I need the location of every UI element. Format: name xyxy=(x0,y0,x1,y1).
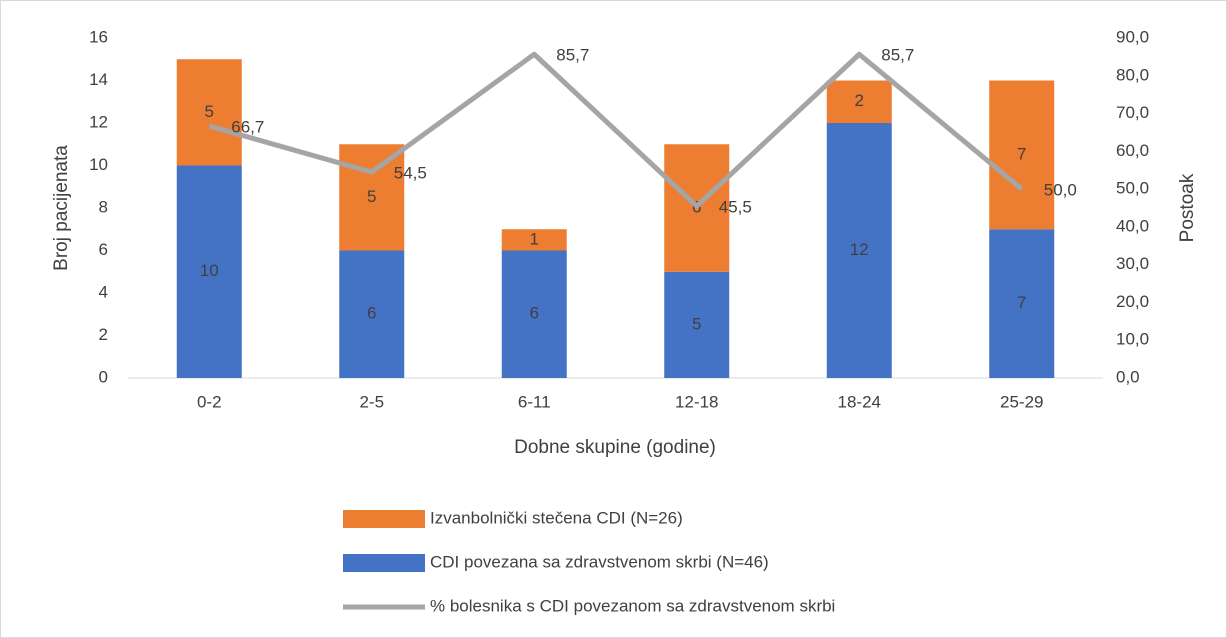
x-tick-label: 0-2 xyxy=(197,392,222,411)
y-tick-label: 10 xyxy=(89,155,108,174)
data-label: 5 xyxy=(692,314,701,333)
y-tick-label: 0 xyxy=(99,367,108,386)
data-label: 7 xyxy=(1017,293,1026,312)
x-axis-title: Dobne skupine (godine) xyxy=(514,437,716,458)
y-tick-label: 8 xyxy=(99,197,108,216)
line-data-label: 85,7 xyxy=(881,46,914,65)
bar-segment xyxy=(664,271,730,378)
bar-segment xyxy=(176,59,242,166)
bar-segment xyxy=(339,250,405,378)
x-tick-label: 25-29 xyxy=(1000,392,1043,411)
bar-segment xyxy=(501,229,567,251)
line-data-label: 66,7 xyxy=(231,118,264,137)
bar-segment xyxy=(501,250,567,378)
bar-segment xyxy=(826,123,892,378)
data-label: 6 xyxy=(367,304,376,323)
y2-tick-label: 80,0 xyxy=(1116,65,1149,84)
data-label: 10 xyxy=(200,261,219,280)
y2-tick-label: 10,0 xyxy=(1116,330,1149,349)
y-tick-label: 6 xyxy=(99,240,108,259)
data-label: 5 xyxy=(205,102,214,121)
data-label: 5 xyxy=(367,187,376,206)
line-data-label: 45,5 xyxy=(719,198,752,217)
data-label: 2 xyxy=(855,91,864,110)
y2-tick-label: 40,0 xyxy=(1116,216,1149,235)
x-tick-label: 6-11 xyxy=(518,392,551,411)
line-data-label: 85,7 xyxy=(556,46,589,65)
legend-swatch xyxy=(343,510,425,528)
legend-label: Izvanbolnički stečena CDI (N=26) xyxy=(430,508,683,527)
y-tick-label: 12 xyxy=(89,112,108,131)
y-tick-label: 14 xyxy=(89,70,108,89)
bar-segment xyxy=(989,229,1055,378)
bar-segment xyxy=(989,80,1055,230)
line xyxy=(208,51,1024,209)
x-tick-label: 18-24 xyxy=(838,392,881,411)
y2-tick-label: 0,0 xyxy=(1116,367,1140,386)
bar-segment xyxy=(826,80,892,123)
x-tick-label: 12-18 xyxy=(675,392,718,411)
data-label: 12 xyxy=(850,240,869,259)
y2-tick-label: 20,0 xyxy=(1116,292,1149,311)
y2-tick-label: 30,0 xyxy=(1116,254,1149,273)
x-tick-label: 2-5 xyxy=(359,392,384,411)
y2-tick-label: 60,0 xyxy=(1116,141,1149,160)
y2-axis-title: Postoak xyxy=(1177,173,1198,242)
legend-label: % bolesnika s CDI povezanom sa zdravstve… xyxy=(430,596,835,615)
data-label: 7 xyxy=(1017,144,1026,163)
legend-label: CDI povezana sa zdravstvenom skrbi (N=46… xyxy=(430,552,769,571)
y-tick-label: 2 xyxy=(99,325,108,344)
legend-swatch xyxy=(343,554,425,572)
data-label: 6 xyxy=(530,304,539,323)
line-data-label: 54,5 xyxy=(394,164,427,183)
y-tick-label: 4 xyxy=(99,282,108,301)
y-tick-label: 16 xyxy=(89,27,108,46)
y-axis-title: Broj pacijenata xyxy=(51,145,72,271)
bar-segment xyxy=(176,165,242,378)
y2-tick-label: 70,0 xyxy=(1116,103,1149,122)
data-label: 1 xyxy=(530,229,539,248)
y2-tick-label: 50,0 xyxy=(1116,179,1149,198)
y2-tick-label: 90,0 xyxy=(1116,27,1149,46)
line-data-label: 50,0 xyxy=(1044,181,1077,200)
bar-segment xyxy=(339,144,405,251)
